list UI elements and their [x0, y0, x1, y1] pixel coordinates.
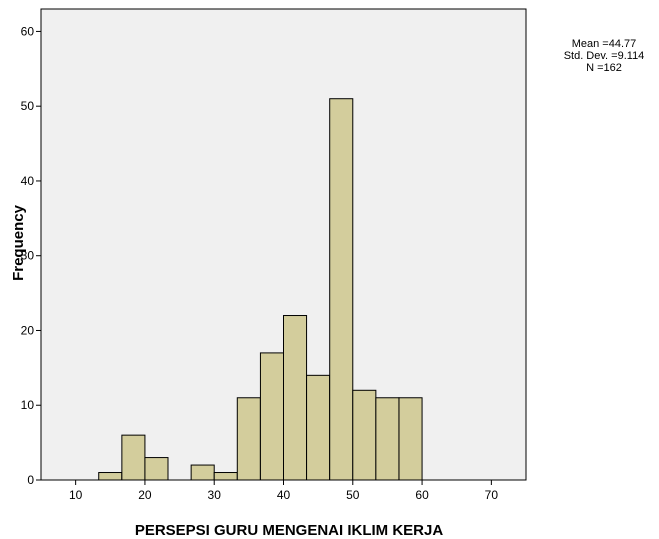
x-tick-label: 60	[415, 488, 429, 502]
histogram-bar	[259, 352, 284, 481]
histogram-bar	[98, 472, 123, 481]
x-axis: 10 20 30 40 50 60 70	[69, 480, 498, 502]
histogram-bar	[190, 464, 215, 481]
histogram-bar	[283, 315, 308, 481]
stat-mean: Mean =44.77	[571, 38, 637, 50]
bars-group	[98, 98, 423, 481]
x-axis-label: PERSEPSI GURU MENGENAI IKLIM KERJA	[135, 522, 444, 539]
histogram-bar	[213, 472, 238, 481]
histogram-bar	[121, 434, 146, 481]
histogram-bar	[398, 397, 423, 481]
x-tick-label: 50	[346, 488, 360, 502]
y-tick-label: 10	[21, 398, 35, 412]
histogram-bar	[329, 98, 354, 481]
y-axis-label: Frequency	[10, 204, 27, 281]
statistics-box: Mean =44.77 Std. Dev. =9.114 N =162	[555, 38, 653, 74]
y-tick-label: 0	[27, 473, 34, 487]
y-tick-label: 30	[21, 249, 35, 263]
x-tick-label: 20	[138, 488, 152, 502]
stat-std-dev: Std. Dev. =9.114	[563, 50, 645, 62]
histogram-bar	[144, 457, 169, 481]
y-tick-label: 60	[21, 24, 35, 38]
histogram-bar	[306, 374, 331, 481]
histogram-bar	[375, 397, 400, 481]
stat-n: N =162	[586, 62, 622, 74]
x-tick-label: 70	[485, 488, 499, 502]
y-tick-label: 50	[21, 99, 35, 113]
y-axis: 0 10 20 30 40 50 60	[21, 24, 41, 487]
x-tick-label: 10	[69, 488, 83, 502]
y-tick-label: 40	[21, 174, 35, 188]
histogram-bar	[236, 397, 261, 481]
y-tick-label: 20	[21, 323, 35, 337]
x-tick-label: 40	[277, 488, 291, 502]
histogram-bar	[352, 389, 377, 481]
x-tick-label: 30	[208, 488, 222, 502]
